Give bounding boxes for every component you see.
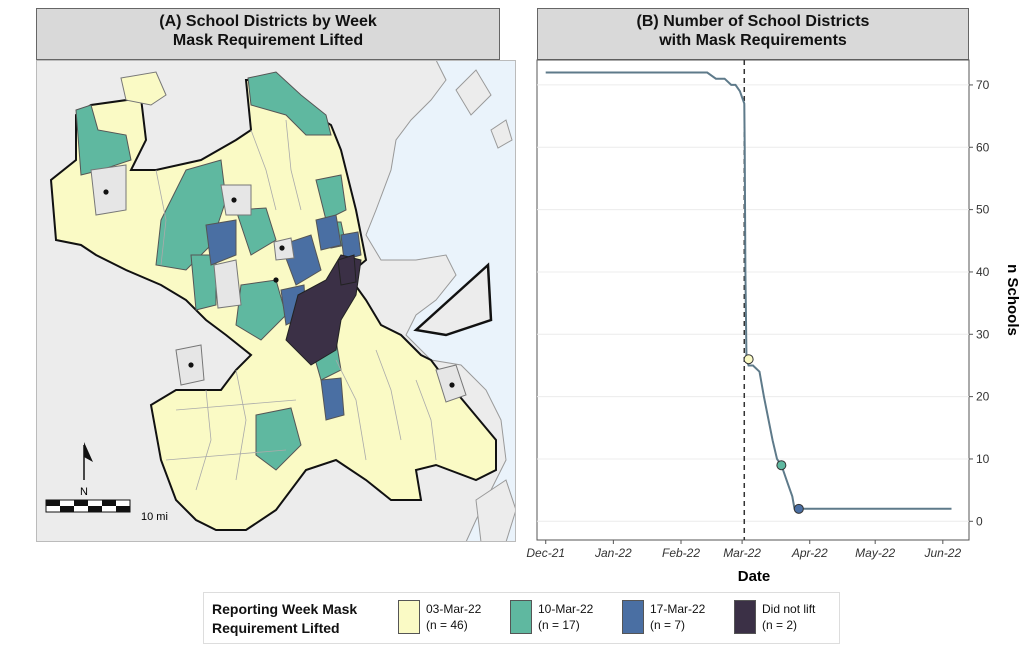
nodata-dot-7: [449, 382, 455, 388]
map-title-line1: (A) School Districts by Week: [159, 13, 377, 30]
scale-seg-1: [46, 500, 60, 506]
x-tick-label: Feb-22: [662, 546, 700, 560]
legend-date-mar10: 10-Mar-22: [538, 602, 594, 616]
district-teal-n: [247, 71, 332, 136]
map-title-line2: Mask Requirement Lifted: [172, 32, 364, 49]
district-boundaries: [155, 119, 437, 491]
legend-swatch-notlifted: [734, 600, 756, 634]
district-teal-c1: [235, 207, 277, 256]
axis-ticks: 0 10 20 30 40 50 60 70 Dec-21 Jan-22 Feb-22 Mar-22 A…: [526, 78, 989, 560]
x-tick-label: Dec-21: [526, 546, 565, 560]
y-tick-label: 70: [976, 78, 990, 92]
legend-date-mar03: 03-Mar-22: [426, 602, 482, 616]
nodata-dot-6: [188, 362, 194, 368]
plot-area: [536, 59, 970, 541]
chart-panel-title: (B) Number of School Districts with Mask…: [537, 8, 969, 60]
legend-swatch-mar10: [510, 600, 532, 634]
grid-lines: [537, 84, 969, 522]
north-label: N: [80, 486, 88, 498]
legend-title-line2: Requirement Lifted: [212, 620, 340, 636]
y-axis-label: n Schools: [1004, 264, 1020, 336]
legend-label-mar10: 10-Mar-22 (n = 17): [538, 601, 593, 633]
x-tick-label: Apr-22: [791, 546, 828, 560]
legend-frame: [203, 592, 840, 644]
x-axis-label: Date: [738, 568, 771, 585]
island-south: [475, 479, 516, 542]
x-tick-label: Jan-22: [594, 546, 632, 560]
legend-count-mar17: (n = 7): [650, 618, 686, 632]
district-teal-s2: [255, 407, 302, 471]
y-tick-label: 50: [976, 203, 990, 217]
district-map: N 10 mi: [36, 60, 516, 542]
map-panel-title: (A) School Districts by Week Mask Requir…: [36, 8, 500, 60]
district-map-svg: N 10 mi: [36, 60, 516, 542]
legend-title: Reporting Week Mask Requirement Lifted: [212, 600, 357, 638]
legend-swatch-mar17: [622, 600, 644, 634]
district-nodata-3: [213, 259, 242, 309]
district-blue-3: [315, 214, 342, 251]
nodata-dot-4: [279, 245, 285, 251]
legend-label-mar17: 17-Mar-22 (n = 7): [650, 601, 705, 633]
district-teal-w2: [190, 254, 217, 311]
scale-seg-4: [88, 506, 102, 512]
legend-date-mar17: 17-Mar-22: [650, 602, 706, 616]
district-teal-nw: [75, 104, 132, 176]
y-tick-label: 0: [976, 514, 983, 528]
y-tick-label: 20: [976, 390, 990, 404]
series-marker: [793, 503, 804, 514]
x-tick-label: May-22: [855, 546, 895, 560]
peninsula: [413, 262, 493, 337]
x-tick-label: Mar-22: [723, 546, 761, 560]
y-tick-label: 10: [976, 452, 990, 466]
y-tick-label: 30: [976, 327, 990, 341]
chart-title-line2: with Mask Requirements: [659, 32, 847, 49]
legend-title-line1: Reporting Week Mask: [212, 601, 358, 617]
nodata-dot-5: [273, 277, 279, 283]
series-markers: [743, 354, 804, 514]
district-teal-c2: [235, 279, 287, 341]
legend-count-mar03: (n = 46): [426, 618, 468, 632]
legend-count-notlifted: (n = 2): [762, 618, 798, 632]
chart-title-line1: (B) Number of School Districts: [636, 13, 870, 30]
district-dark-2: [337, 254, 357, 286]
map-frame: [36, 60, 516, 542]
north-arrow-icon: [84, 442, 93, 462]
scale-seg-5: [102, 500, 116, 506]
series-marker: [743, 354, 754, 365]
nodata-dot-2: [231, 197, 237, 203]
y-tick-label: 40: [976, 265, 990, 279]
scale-seg-3: [74, 500, 88, 506]
legend-swatch-mar03: [398, 600, 420, 634]
island-small: [490, 119, 513, 149]
island-north: [455, 69, 492, 116]
x-tick-label: Jun-22: [923, 546, 961, 560]
legend-date-notlifted: Did not lift: [762, 602, 816, 616]
nodata-dot-1: [103, 189, 109, 195]
legend-count-mar10: (n = 17): [538, 618, 580, 632]
legend-label-notlifted: Did not lift (n = 2): [762, 601, 815, 633]
line-chart: 0 10 20 30 40 50 60 70 Dec-21 Jan-22 Feb-22 Mar-22 A…: [526, 59, 1020, 585]
district-blue-4: [340, 231, 362, 261]
district-teal-ne: [315, 174, 347, 221]
scale-seg-2: [60, 506, 74, 512]
scale-seg-6: [116, 506, 130, 512]
legend-label-mar03: 03-Mar-22 (n = 46): [426, 601, 481, 633]
scale-label: 10 mi: [141, 511, 168, 523]
series-marker: [776, 460, 787, 471]
district-blue-6: [320, 377, 345, 421]
district-nodata-1: [90, 164, 127, 216]
district-blue-1: [205, 219, 237, 266]
y-tick-label: 60: [976, 140, 990, 154]
district-top: [120, 71, 167, 106]
